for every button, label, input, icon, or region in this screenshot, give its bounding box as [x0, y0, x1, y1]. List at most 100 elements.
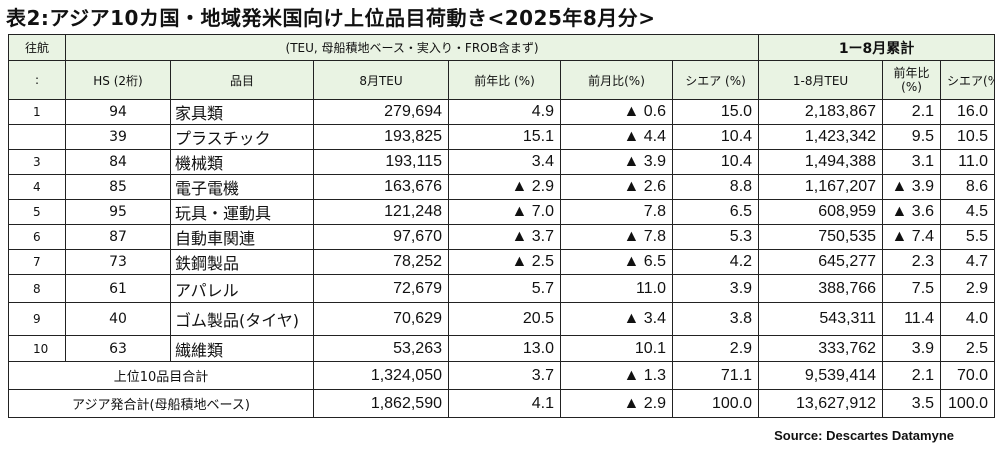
cum-yoy-cell: 9.5	[882, 124, 942, 150]
mom-cell: ▲ 3.9	[560, 149, 673, 175]
total-teu-cell: 1,324,050	[313, 361, 449, 390]
cum-yoy-cell: ▲ 3.6	[882, 199, 942, 225]
total-share-cell: 100.0	[671, 389, 760, 418]
yoy-cell: ▲ 2.9	[448, 174, 561, 200]
share-cell: 8.8	[671, 174, 760, 200]
unit-note: (TEU, 母船積地ベース・実入り・FROB含まず)	[64, 34, 760, 61]
cum-teu-cell: 2,183,867	[758, 99, 884, 125]
cum-yoy-cell: ▲ 7.4	[882, 224, 942, 250]
cum-share-cell: 4.0	[940, 302, 996, 336]
col-rank: :	[8, 60, 66, 100]
source-note: Source: Descartes Datamyne	[774, 428, 954, 443]
cum-teu-cell: 608,959	[758, 199, 884, 225]
cum-teu-cell: 543,311	[758, 302, 884, 336]
cum-share-cell: 16.0	[940, 99, 996, 125]
cum-yoy-cell: 3.9	[882, 335, 942, 362]
teu-cell: 163,676	[313, 174, 449, 200]
mom-cell: 7.8	[560, 199, 673, 225]
total-cum-yoy-cell: 2.1	[882, 361, 942, 390]
mom-cell: ▲ 4.4	[560, 124, 673, 150]
item-name-cell: 玩具・運動具	[170, 199, 314, 225]
col-share: シエア (%)	[671, 60, 760, 100]
cum-share-cell: 8.6	[940, 174, 996, 200]
hs-code-cell: 40	[65, 302, 171, 336]
item-name-cell: 電子電機	[170, 174, 314, 200]
teu-cell: 193,115	[313, 149, 449, 175]
hs-code-cell: 61	[65, 274, 171, 303]
teu-cell: 97,670	[313, 224, 449, 250]
mom-cell: 10.1	[560, 335, 673, 362]
cum-share-cell: 11.0	[940, 149, 996, 175]
rank-cell: 4	[8, 174, 66, 200]
table-row: 8 61 アパレル 72,679 5.7 11.0 3.9 388,766 7.5 2.9	[8, 274, 996, 303]
mom-cell: ▲ 0.6	[560, 99, 673, 125]
total-cum-teu-cell: 13,627,912	[758, 389, 884, 418]
col-item: 品目	[170, 60, 314, 100]
total-cum-share-cell: 70.0	[940, 361, 996, 390]
cum-yoy-cell: 2.3	[882, 249, 942, 275]
column-header-row: : HS (2桁) 品目 8月TEU 前年比 (%) 前月比(%) シエア (%…	[8, 60, 996, 100]
table-top-header: 往航 (TEU, 母船積地ベース・実入り・FROB含まず) 1ー8月累計	[8, 34, 996, 61]
cum-yoy-cell: 11.4	[882, 302, 942, 336]
mom-cell: 11.0	[560, 274, 673, 303]
teu-cell: 78,252	[313, 249, 449, 275]
hs-code-cell: 73	[65, 249, 171, 275]
table-row: 5 95 玩具・運動具 121,248 ▲ 7.0 7.8 6.5 608,959 ▲ 3.6 4…	[8, 199, 996, 225]
total-cum-yoy-cell: 3.5	[882, 389, 942, 418]
rank-cell: 5	[8, 199, 66, 225]
hs-code-cell: 95	[65, 199, 171, 225]
share-cell: 3.8	[671, 302, 760, 336]
cum-yoy-cell: 2.1	[882, 99, 942, 125]
hs-code-cell: 85	[65, 174, 171, 200]
rank-cell: 10	[8, 335, 66, 362]
cum-teu-cell: 333,762	[758, 335, 884, 362]
hs-code-cell: 94	[65, 99, 171, 125]
table-row: 4 85 電子電機 163,676 ▲ 2.9 ▲ 2.6 8.8 1,167,207 ▲ 3.…	[8, 174, 996, 200]
col-cum-yoy: 前年比(%)	[882, 60, 942, 100]
col-cum-teu: 1-8月TEU	[758, 60, 884, 100]
cum-share-cell: 4.7	[940, 249, 996, 275]
total-yoy-cell: 3.7	[448, 361, 561, 390]
col-teu: 8月TEU	[313, 60, 449, 100]
share-cell: 15.0	[671, 99, 760, 125]
teu-cell: 70,629	[313, 302, 449, 336]
total-label: 上位10品目合計	[8, 361, 314, 390]
yoy-cell: ▲ 2.5	[448, 249, 561, 275]
yoy-cell: 4.9	[448, 99, 561, 125]
cum-share-cell: 10.5	[940, 124, 996, 150]
total-share-cell: 71.1	[671, 361, 760, 390]
mom-cell: ▲ 3.4	[560, 302, 673, 336]
col-cum-share: シエア(%)	[940, 60, 996, 100]
teu-cell: 72,679	[313, 274, 449, 303]
yoy-cell: 15.1	[448, 124, 561, 150]
total-row: 上位10品目合計 1,324,050 3.7 ▲ 1.3 71.1 9,539,414 2.…	[8, 361, 996, 390]
col-yoy: 前年比 (%)	[448, 60, 561, 100]
yoy-cell: ▲ 3.7	[448, 224, 561, 250]
cum-yoy-cell: 7.5	[882, 274, 942, 303]
item-name-cell: プラスチック	[170, 124, 314, 150]
item-name-cell: 自動車関連	[170, 224, 314, 250]
hs-code-cell: 84	[65, 149, 171, 175]
cum-teu-cell: 1,494,388	[758, 149, 884, 175]
rank-cell	[8, 124, 66, 150]
table-row: 9 40 ゴム製品(タイヤ) 70,629 20.5 ▲ 3.4 3.8 543,311 11.…	[8, 302, 996, 336]
total-mom-cell: ▲ 1.3	[560, 361, 673, 390]
total-mom-cell: ▲ 2.9	[560, 389, 673, 418]
cum-teu-cell: 645,277	[758, 249, 884, 275]
yoy-cell: ▲ 7.0	[448, 199, 561, 225]
mom-cell: ▲ 7.8	[560, 224, 673, 250]
total-label: アジア発合計(母船積地ベース)	[8, 389, 314, 418]
item-name-cell: 繊維類	[170, 335, 314, 362]
col-hs: HS (2桁)	[65, 60, 171, 100]
cum-share-cell: 4.5	[940, 199, 996, 225]
rank-cell: 3	[8, 149, 66, 175]
cum-yoy-cell: ▲ 3.9	[882, 174, 942, 200]
data-table: 往航 (TEU, 母船積地ベース・実入り・FROB含まず) 1ー8月累計 : H…	[8, 34, 996, 418]
total-cum-share-cell: 100.0	[940, 389, 996, 418]
rank-cell: 9	[8, 302, 66, 336]
item-name-cell: 鉄鋼製品	[170, 249, 314, 275]
table-row: 6 87 自動車関連 97,670 ▲ 3.7 ▲ 7.8 5.3 750,535 ▲ 7.4 5…	[8, 224, 996, 250]
teu-cell: 121,248	[313, 199, 449, 225]
total-row: アジア発合計(母船積地ベース) 1,862,590 4.1 ▲ 2.9 100.0 13,…	[8, 389, 996, 418]
item-name-cell: 家具類	[170, 99, 314, 125]
